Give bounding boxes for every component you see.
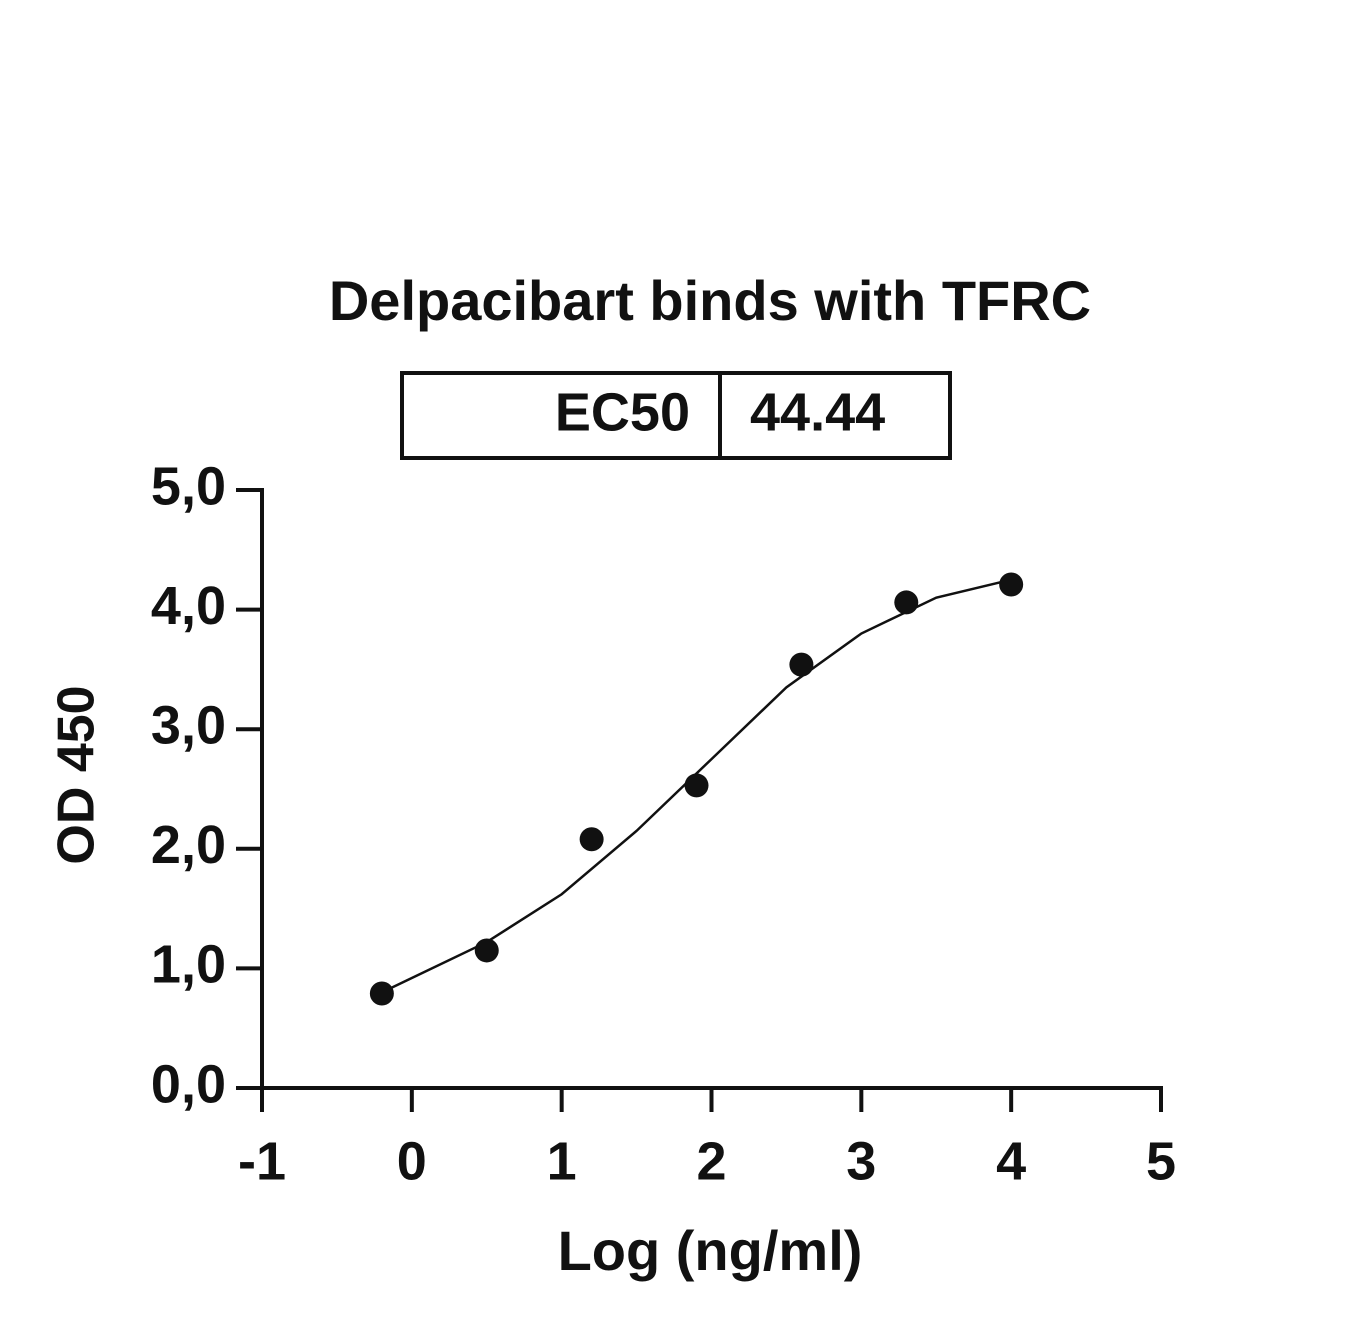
- x-axis-title: Log (ng/ml): [558, 1219, 863, 1282]
- x-tick-label: 1: [547, 1131, 577, 1191]
- x-tick-label: 5: [1146, 1131, 1176, 1191]
- data-point: [579, 827, 604, 852]
- data-point: [684, 773, 709, 798]
- y-tick-label: 5,0: [151, 456, 226, 516]
- y-tick-label: 2,0: [151, 815, 226, 875]
- x-tick-label: 3: [846, 1131, 876, 1191]
- ec50-value: 44.44: [750, 382, 885, 442]
- ec50-box: [400, 371, 952, 460]
- data-point: [999, 572, 1024, 597]
- y-axis-title: OD 450: [48, 685, 106, 864]
- y-tick-label: 1,0: [151, 935, 226, 995]
- data-point: [474, 938, 499, 963]
- ec50-label: EC50: [555, 382, 690, 442]
- y-tick-label: 0,0: [151, 1054, 226, 1114]
- chart-title: Delpacibart binds with TFRC: [329, 269, 1091, 332]
- x-tick-label: 2: [696, 1131, 726, 1191]
- y-tick-label: 3,0: [151, 695, 226, 755]
- y-tick-label: 4,0: [151, 576, 226, 636]
- data-point: [789, 652, 814, 677]
- x-tick-label: -1: [238, 1131, 286, 1191]
- x-tick-label: 4: [996, 1131, 1026, 1191]
- x-tick-label: 0: [397, 1131, 427, 1191]
- fit-curve: [381, 578, 1012, 994]
- data-point: [894, 590, 919, 615]
- data-point: [369, 981, 394, 1006]
